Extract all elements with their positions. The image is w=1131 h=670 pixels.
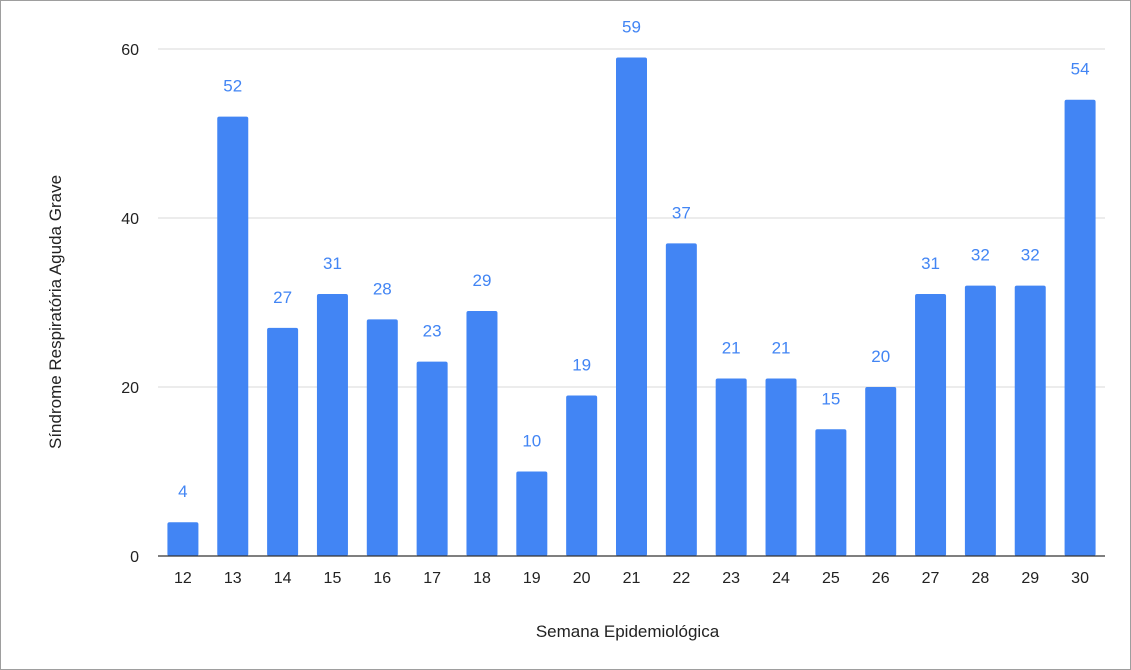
x-tick-label: 21 [623, 570, 641, 587]
data-label: 31 [323, 254, 342, 273]
data-label: 4 [178, 482, 187, 501]
x-tick-label: 13 [224, 570, 242, 587]
x-tick-label: 22 [672, 570, 690, 587]
y-tick-label: 40 [121, 211, 139, 228]
data-label: 19 [572, 355, 591, 374]
data-label: 32 [971, 246, 990, 265]
bar [915, 294, 947, 556]
y-tick-label: 0 [130, 549, 139, 566]
data-label: 21 [772, 339, 791, 358]
bar [416, 361, 448, 556]
bar [715, 378, 747, 556]
data-label: 37 [672, 203, 691, 222]
x-tick-label: 19 [523, 570, 541, 587]
x-tick-label: 14 [274, 570, 292, 587]
data-label: 23 [423, 322, 442, 341]
x-axis-title: Semana Epidemiológica [536, 622, 720, 641]
x-tick-label: 26 [872, 570, 890, 587]
bar [865, 387, 897, 556]
x-tick-label: 25 [822, 570, 840, 587]
bar [1014, 285, 1046, 556]
data-label: 29 [473, 271, 492, 290]
y-tick-label: 20 [121, 380, 139, 397]
x-tick-label: 24 [772, 570, 790, 587]
x-tick-labels: 12 13 14 15 16 17 18 19 20 21 22 23 24 25 26 27 28 29 30 [174, 570, 1089, 587]
bar [566, 395, 598, 556]
bar [466, 310, 498, 556]
data-label: 32 [1021, 246, 1040, 265]
bar [964, 285, 996, 556]
x-tick-label: 23 [722, 570, 740, 587]
bar [765, 378, 797, 556]
data-label: 15 [821, 389, 840, 408]
bar [316, 294, 348, 556]
x-tick-label: 16 [373, 570, 391, 587]
bar [217, 116, 249, 556]
data-label: 54 [1071, 60, 1090, 79]
bar [516, 471, 548, 556]
bar [815, 429, 847, 556]
data-label: 52 [223, 77, 242, 96]
x-tick-label: 17 [423, 570, 441, 587]
data-label: 20 [871, 347, 890, 366]
x-tick-label: 18 [473, 570, 491, 587]
x-tick-label: 28 [971, 570, 989, 587]
x-tick-label: 20 [573, 570, 591, 587]
x-tick-label: 15 [324, 570, 342, 587]
y-tick-labels: 0 20 40 60 [121, 42, 139, 566]
bars [167, 57, 1096, 556]
bar [665, 243, 697, 556]
x-tick-label: 27 [922, 570, 940, 587]
data-labels: 4 52 27 31 28 23 29 10 19 59 37 21 21 15 20 31 32 32 54 [178, 17, 1089, 501]
bar [167, 522, 199, 556]
x-tick-label: 29 [1021, 570, 1039, 587]
data-label: 27 [273, 288, 292, 307]
bar [267, 327, 299, 556]
data-label: 31 [921, 254, 940, 273]
data-label: 21 [722, 339, 741, 358]
data-label: 10 [522, 432, 541, 451]
y-tick-label: 60 [121, 42, 139, 59]
x-tick-label: 30 [1071, 570, 1089, 587]
x-tick-label: 12 [174, 570, 192, 587]
data-label: 28 [373, 279, 392, 298]
bar [616, 57, 647, 556]
bar [366, 319, 398, 556]
y-axis-title: Síndrome Respiratória Aguda Grave [46, 175, 65, 449]
data-label: 59 [622, 17, 641, 36]
bar [1064, 99, 1096, 556]
